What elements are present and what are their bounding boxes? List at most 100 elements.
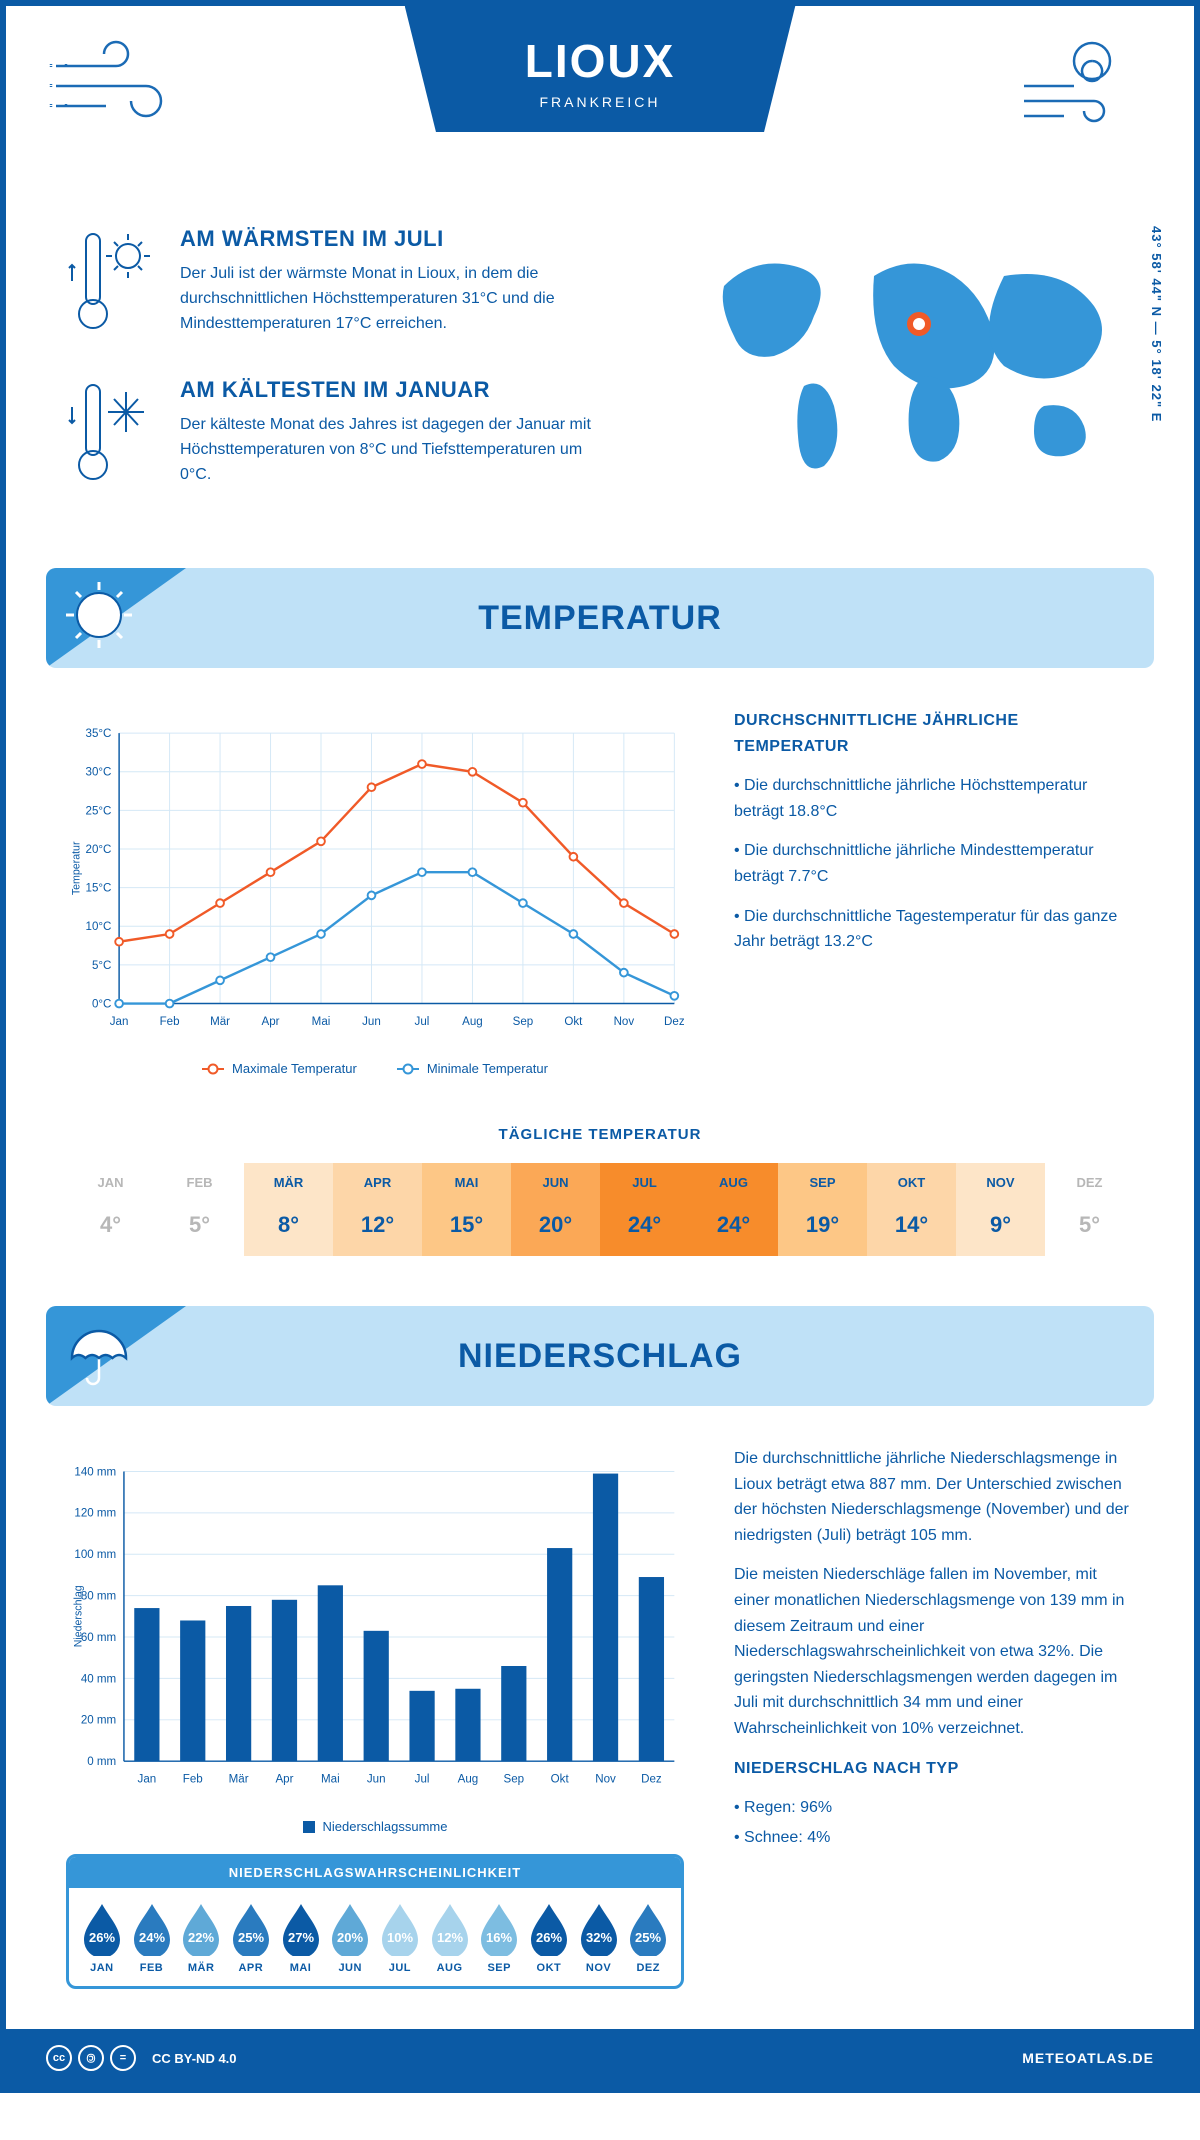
svg-text:Jan: Jan <box>138 1773 157 1785</box>
svg-text:16%: 16% <box>486 1930 512 1945</box>
svg-text:Sep: Sep <box>504 1773 525 1785</box>
thermometer-snow-icon <box>66 377 156 492</box>
svg-text:Nov: Nov <box>614 1016 635 1028</box>
svg-text:Apr: Apr <box>262 1016 280 1028</box>
svg-text:Feb: Feb <box>160 1016 180 1028</box>
temperature-chart-col: 0°C5°C10°C15°C20°C25°C30°C35°CJanFebMärA… <box>66 708 684 1076</box>
svg-text:40 mm: 40 mm <box>81 1673 116 1685</box>
svg-text:22%: 22% <box>188 1930 214 1945</box>
svg-text:0 mm: 0 mm <box>87 1756 116 1768</box>
svg-text:60 mm: 60 mm <box>81 1632 116 1644</box>
legend-precip-label: Niederschlagssumme <box>323 1819 448 1834</box>
svg-text:5°C: 5°C <box>92 960 111 972</box>
page: LIOUX FRANKREICH AM WÄRMSTEN IM JULI Der… <box>0 0 1200 2093</box>
svg-text:Sep: Sep <box>513 1016 534 1028</box>
prob-drop: 10% JUL <box>377 1902 423 1974</box>
svg-text:Apr: Apr <box>275 1773 293 1785</box>
nd-icon: = <box>110 2045 136 2071</box>
temperature-banner: TEMPERATUR <box>46 568 1154 668</box>
svg-text:Dez: Dez <box>641 1773 662 1785</box>
wind-icon-right <box>1014 36 1154 126</box>
fact-warm-title: AM WÄRMSTEN IM JULI <box>180 226 600 252</box>
precip-para-2: Die meisten Niederschläge fallen im Nove… <box>734 1562 1134 1741</box>
precip-banner: NIEDERSCHLAG <box>46 1306 1154 1406</box>
intro-right: 43° 58' 44" N — 5° 18' 22" E <box>704 226 1134 528</box>
svg-text:Jun: Jun <box>367 1773 386 1785</box>
fact-warm: AM WÄRMSTEN IM JULI Der Juli ist der wär… <box>66 226 664 341</box>
svg-text:10%: 10% <box>387 1930 413 1945</box>
country-subtitle: FRANKREICH <box>525 94 676 110</box>
svg-text:Niederschlag: Niederschlag <box>72 1585 84 1647</box>
svg-text:25%: 25% <box>238 1930 264 1945</box>
legend-max-label: Maximale Temperatur <box>232 1061 357 1076</box>
svg-text:20%: 20% <box>337 1930 363 1945</box>
precip-type-title: NIEDERSCHLAG NACH TYP <box>734 1756 1134 1782</box>
temperature-body: 0°C5°C10°C15°C20°C25°C30°C35°CJanFebMärA… <box>6 708 1194 1116</box>
temp-bullet-3: • Die durchschnittliche Tagestemperatur … <box>734 904 1134 955</box>
thermometer-sun-icon <box>66 226 156 341</box>
svg-text:25°C: 25°C <box>86 805 112 817</box>
precip-bar-chart: 0 mm20 mm40 mm60 mm80 mm100 mm120 mm140 … <box>66 1446 684 1806</box>
prob-drop: 26% JAN <box>79 1902 125 1974</box>
svg-text:120 mm: 120 mm <box>74 1508 116 1520</box>
site-label: METEOATLAS.DE <box>1022 2050 1154 2066</box>
fact-cold: AM KÄLTESTEN IM JANUAR Der kälteste Mona… <box>66 377 664 492</box>
city-title: LIOUX <box>525 34 676 88</box>
svg-text:Aug: Aug <box>458 1773 479 1785</box>
temp-cell: MAI15° <box>422 1163 511 1256</box>
prob-title: NIEDERSCHLAGSWAHRSCHEINLICHKEIT <box>69 1857 681 1888</box>
legend-precip: Niederschlagssumme <box>303 1819 448 1834</box>
prob-drop: 25% DEZ <box>625 1902 671 1974</box>
prob-row: 26% JAN 24% FEB 22% MÄR 25% APR 27% MAI … <box>69 1888 681 1986</box>
svg-text:Okt: Okt <box>564 1016 583 1028</box>
svg-text:Dez: Dez <box>664 1016 684 1028</box>
precip-chart-col: 0 mm20 mm40 mm60 mm80 mm100 mm120 mm140 … <box>66 1446 684 1989</box>
legend-min: Minimale Temperatur <box>397 1061 548 1076</box>
license-label: CC BY-ND 4.0 <box>152 2051 237 2066</box>
precip-type-2: • Schnee: 4% <box>734 1825 1134 1851</box>
svg-text:15°C: 15°C <box>86 883 112 895</box>
temp-cell: AUG24° <box>689 1163 778 1256</box>
temp-cell: JUN20° <box>511 1163 600 1256</box>
svg-text:80 mm: 80 mm <box>81 1591 116 1603</box>
fact-cold-title: AM KÄLTESTEN IM JANUAR <box>180 377 600 403</box>
temp-cell: FEB5° <box>155 1163 244 1256</box>
svg-text:Jul: Jul <box>415 1016 430 1028</box>
temp-cell: JUL24° <box>600 1163 689 1256</box>
license-block: cc 🄯 = CC BY-ND 4.0 <box>46 2045 237 2071</box>
svg-text:Nov: Nov <box>595 1773 616 1785</box>
fact-warm-body: Der Juli ist der wärmste Monat in Lioux,… <box>180 262 600 336</box>
wind-icon-left <box>46 36 186 126</box>
prob-drop: 16% SEP <box>476 1902 522 1974</box>
svg-text:25%: 25% <box>635 1930 661 1945</box>
svg-text:26%: 26% <box>536 1930 562 1945</box>
temp-cell: SEP19° <box>778 1163 867 1256</box>
precip-type-1: • Regen: 96% <box>734 1795 1134 1821</box>
umbrella-icon <box>64 1318 134 1393</box>
cc-icon: cc <box>46 2045 72 2071</box>
header: LIOUX FRANKREICH <box>6 6 1194 206</box>
precip-legend: Niederschlagssumme <box>66 1819 684 1834</box>
temp-info-title: DURCHSCHNITTLICHE JÄHRLICHE TEMPERATUR <box>734 708 1134 759</box>
svg-text:32%: 32% <box>586 1930 612 1945</box>
prob-drop: 22% MÄR <box>178 1902 224 1974</box>
fact-warm-text: AM WÄRMSTEN IM JULI Der Juli ist der wär… <box>180 226 600 341</box>
svg-text:24%: 24% <box>138 1930 164 1945</box>
daily-temp-section: TÄGLICHE TEMPERATUR JAN4°FEB5°MÄR8°APR12… <box>6 1116 1194 1306</box>
temperature-legend: Maximale Temperatur Minimale Temperatur <box>66 1061 684 1076</box>
legend-min-label: Minimale Temperatur <box>427 1061 548 1076</box>
footer: cc 🄯 = CC BY-ND 4.0 METEOATLAS.DE <box>6 2029 1194 2087</box>
daily-temp-grid: JAN4°FEB5°MÄR8°APR12°MAI15°JUN20°JUL24°A… <box>66 1163 1134 1256</box>
temp-bullet-1: • Die durchschnittliche jährliche Höchst… <box>734 773 1134 824</box>
svg-text:Mai: Mai <box>321 1773 340 1785</box>
intro-section: AM WÄRMSTEN IM JULI Der Juli ist der wär… <box>6 206 1194 568</box>
svg-text:27%: 27% <box>288 1930 314 1945</box>
temp-cell: DEZ5° <box>1045 1163 1134 1256</box>
fact-cold-body: Der kälteste Monat des Jahres ist dagege… <box>180 413 600 487</box>
temp-cell: APR12° <box>333 1163 422 1256</box>
sun-icon <box>64 580 134 655</box>
svg-text:12%: 12% <box>437 1930 463 1945</box>
precip-para-1: Die durchschnittliche jährliche Niedersc… <box>734 1446 1134 1548</box>
svg-text:Mär: Mär <box>210 1016 230 1028</box>
temp-cell: OKT14° <box>867 1163 956 1256</box>
